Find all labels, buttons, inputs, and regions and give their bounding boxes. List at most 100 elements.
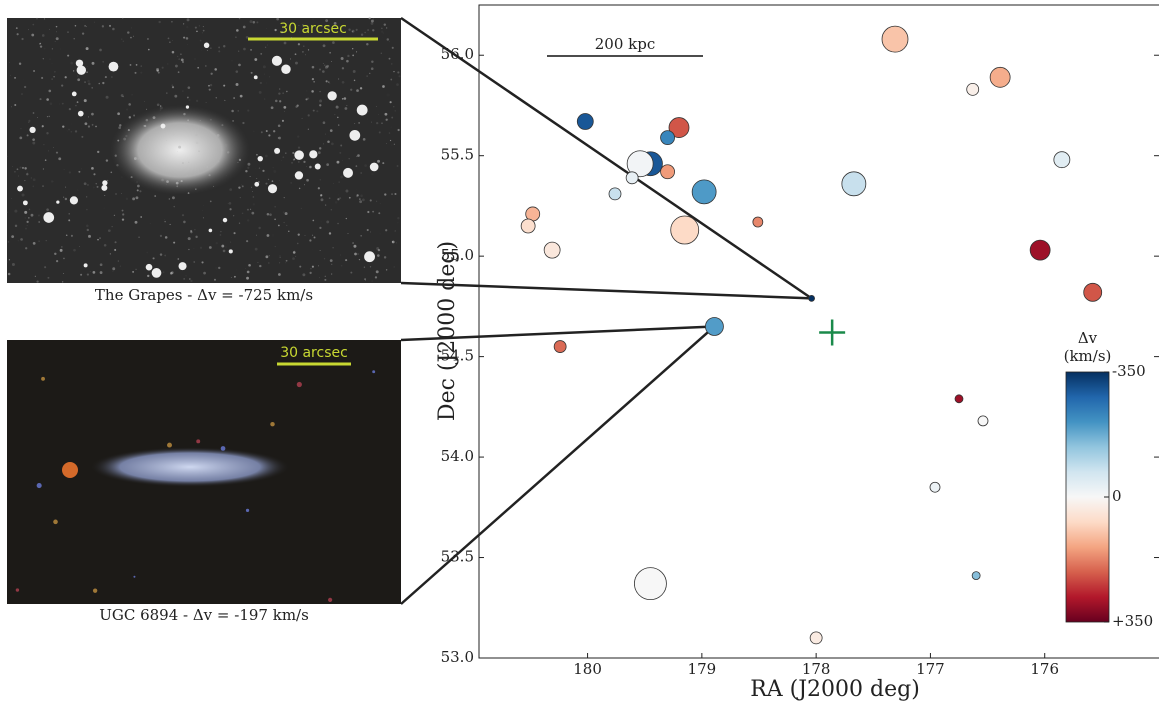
speckle [294, 177, 296, 179]
speckle [74, 130, 78, 133]
speckle [264, 73, 266, 75]
speckle [20, 238, 23, 241]
speckle [334, 114, 336, 116]
speckle [87, 125, 91, 128]
speckle [187, 237, 191, 241]
star [77, 110, 84, 117]
speckle [38, 46, 39, 47]
connector [400, 325, 716, 605]
star [245, 508, 250, 512]
speckle [137, 184, 140, 188]
speckle [185, 37, 189, 40]
speckle [54, 41, 56, 43]
star [372, 370, 376, 374]
speckle [167, 37, 170, 40]
image-caption: The Grapes - Δv = -725 km/s [95, 286, 313, 304]
speckle [57, 144, 59, 146]
speckle [257, 181, 260, 183]
speckle [104, 207, 105, 208]
speckle [265, 182, 268, 185]
speckle [68, 213, 70, 215]
speckle [185, 274, 187, 277]
speckle [363, 116, 364, 117]
speckle [318, 265, 320, 267]
speckle [262, 65, 266, 69]
speckle [397, 71, 400, 74]
speckle [19, 166, 22, 169]
star [167, 442, 172, 448]
speckle [234, 275, 236, 278]
speckle [320, 194, 323, 197]
speckle [89, 271, 91, 272]
speckle [340, 264, 343, 267]
speckle [329, 83, 331, 85]
star [83, 263, 88, 268]
speckle [347, 54, 350, 58]
speckle [378, 212, 381, 215]
speckle [244, 268, 246, 270]
speckle [256, 21, 259, 24]
speckle [233, 215, 235, 217]
speckle [347, 233, 349, 235]
speckle [12, 166, 14, 167]
speckle [375, 106, 377, 107]
speckle [84, 122, 88, 126]
speckle [313, 81, 315, 83]
speckle [283, 110, 285, 112]
speckle [97, 238, 99, 241]
speckle [110, 171, 113, 174]
speckle [282, 156, 285, 158]
speckle [14, 170, 16, 173]
speckle [101, 25, 105, 28]
speckle [167, 63, 169, 65]
speckle [356, 196, 358, 198]
speckle [210, 72, 213, 75]
speckle [360, 235, 362, 237]
speckle [69, 220, 72, 223]
speckle [260, 52, 263, 55]
speckle [186, 97, 189, 99]
speckle [250, 48, 252, 51]
speckle [6, 155, 8, 157]
speckle [322, 121, 326, 125]
speckle [205, 65, 207, 67]
speckle [370, 19, 374, 23]
speckle [290, 37, 293, 39]
speckle [380, 52, 382, 54]
speckle [202, 26, 204, 28]
speckle [63, 169, 65, 171]
speckle [148, 140, 152, 143]
speckle [394, 110, 396, 112]
speckle [242, 121, 245, 125]
speckle [363, 266, 366, 268]
speckle [169, 223, 171, 226]
x-tick-label: 177 [916, 660, 945, 678]
speckle [47, 276, 50, 279]
speckle [293, 250, 295, 252]
speckle [322, 70, 325, 73]
speckle [21, 166, 25, 169]
speckle [382, 37, 383, 38]
speckle [391, 46, 394, 49]
speckle [279, 255, 281, 257]
star [71, 91, 77, 97]
speckle [127, 31, 130, 34]
speckle [61, 84, 64, 87]
speckle [156, 103, 160, 107]
speckle [133, 35, 134, 37]
speckle [166, 92, 168, 94]
speckle [311, 234, 314, 236]
speckle [44, 266, 47, 269]
speckle [144, 124, 147, 128]
star [343, 167, 353, 178]
speckle [193, 189, 194, 190]
speckle [309, 271, 312, 275]
speckle [331, 61, 332, 62]
speckle [160, 69, 162, 71]
speckle [77, 75, 79, 77]
speckle [268, 134, 271, 137]
speckle [9, 61, 10, 63]
speckle [136, 157, 140, 160]
speckle [282, 211, 285, 214]
speckle [304, 235, 306, 237]
